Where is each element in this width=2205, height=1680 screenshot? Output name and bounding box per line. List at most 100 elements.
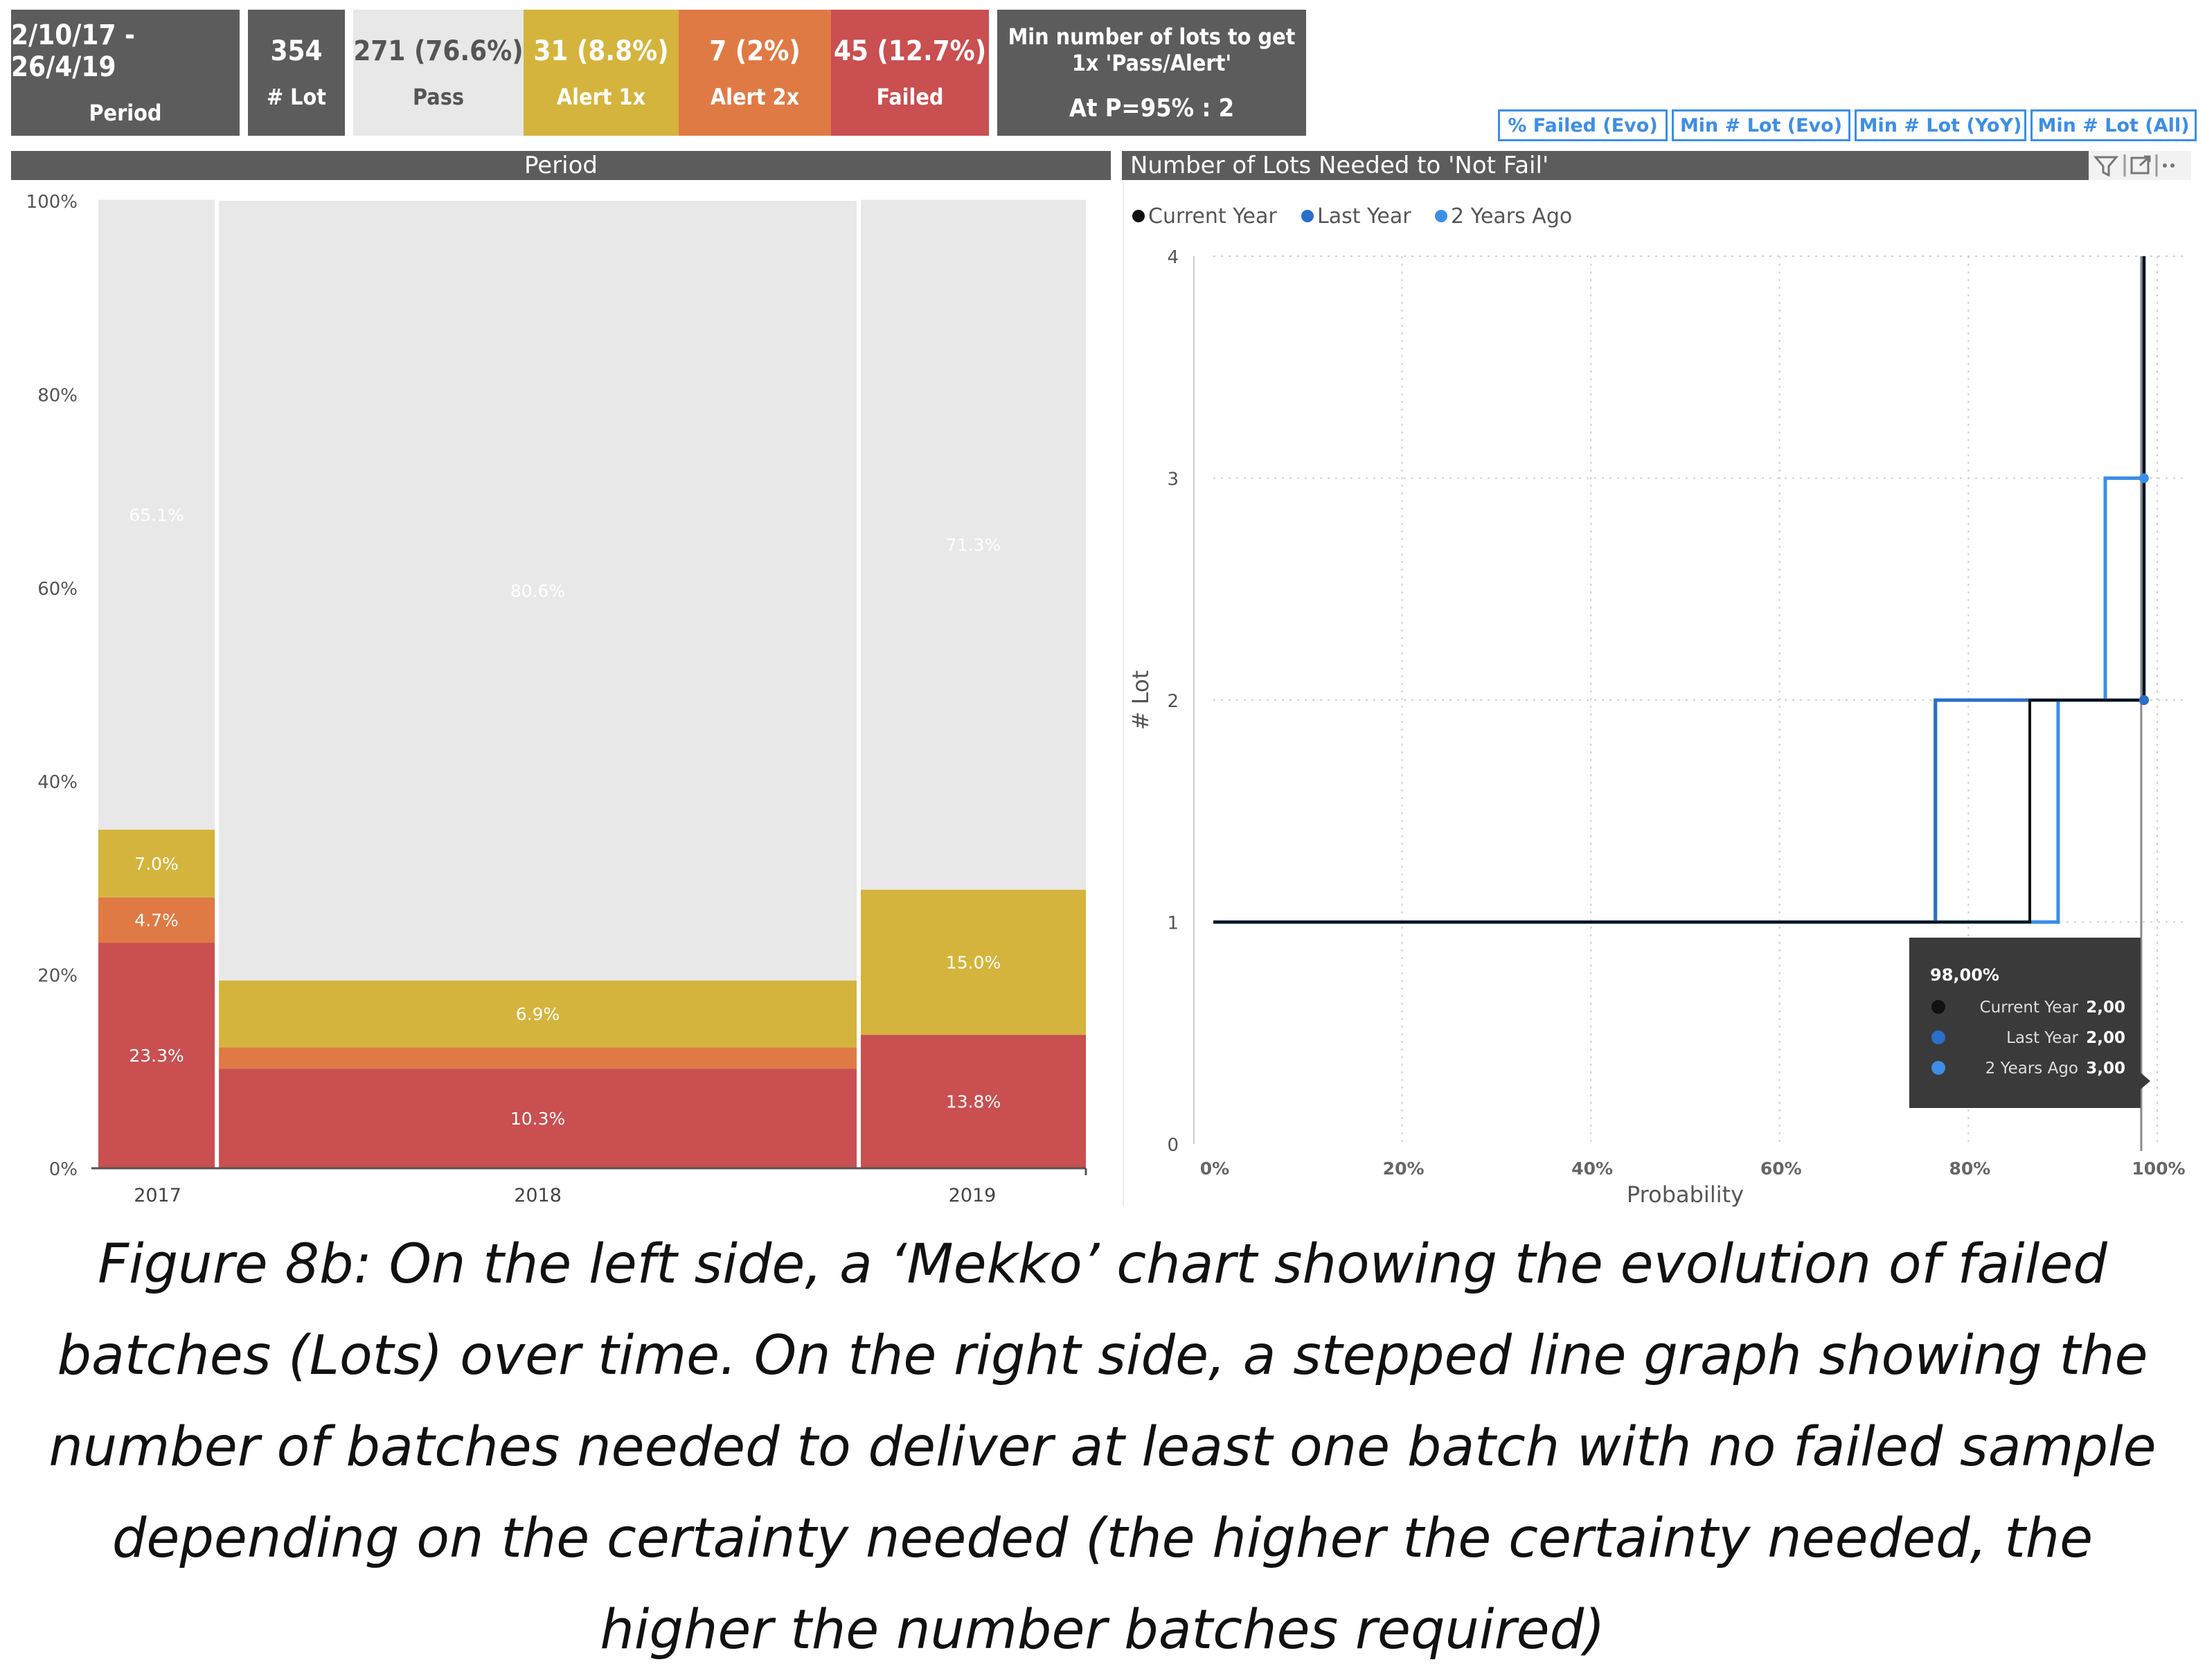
tooltip-marker (1931, 1030, 1945, 1044)
kpi-card-alert-2x: 7 (2%) Alert 2x (679, 10, 831, 136)
y-tick-label: 80% (37, 385, 78, 406)
y-tick-label: 0% (49, 1159, 78, 1180)
y-tick-label: 3 (1167, 470, 1179, 490)
legend-marker (1301, 210, 1314, 222)
y-tick-label: 60% (37, 579, 78, 600)
x-tick-label: 2017 (134, 1185, 181, 1206)
mekko-segment-2019-pass (861, 199, 1086, 890)
kpi-card-failed: 45 (12.7%) Failed (831, 10, 989, 136)
tab-failed-evo[interactable]: % Failed (Evo) (1498, 109, 1668, 141)
y-axis-title: # Lot (1127, 670, 1154, 730)
y-tick-label: 1 (1167, 913, 1179, 934)
kpi-value: 271 (76.6%) (353, 35, 524, 68)
x-axis-title: Probability (1627, 1181, 1744, 1208)
tooltip-value: 2,00 (2086, 999, 2125, 1017)
mekko-segment-2019-alert-1x (861, 889, 1086, 1035)
mekko-chart: 100% 80% 60% 40% 20% 0% 23.3% 4.7% 7.0% 65.1% 2017… (26, 192, 1087, 1206)
kpi-label: Alert 2x (710, 84, 800, 111)
left-chart-header-title: Period (524, 152, 598, 179)
kpi-value: 354 (270, 35, 323, 68)
mekko-segment-2018-alert-2x (219, 1047, 857, 1069)
mekko-segment-2018-pass (219, 201, 857, 981)
kpi-label: Failed (876, 84, 944, 111)
mekko-data-label: 71.3% (946, 535, 1001, 555)
series-line-current-year (1213, 256, 2145, 924)
left-chart-header: Period (11, 151, 1111, 180)
tooltip-series-name: Current Year (1980, 999, 2079, 1017)
mekko-data-label: 6.9% (516, 1004, 560, 1024)
filter-icon[interactable] (2093, 156, 2119, 177)
series-line-2-years-ago (1213, 256, 2146, 924)
more-options-icon[interactable] (2163, 163, 2175, 168)
tooltip-value: 2,00 (2086, 1029, 2125, 1047)
mekko-data-label: 13.8% (946, 1092, 1001, 1112)
mekko-segment-2017-alert-2x (98, 897, 215, 943)
tooltip-marker (1931, 1000, 1945, 1014)
figure-caption: Figure 8b: On the left side, a ‘Mekko’ c… (48, 1233, 2157, 1661)
kpi-card-alert-1x: 31 (8.8%) Alert 1x (524, 10, 679, 136)
tooltip-marker (1931, 1061, 1945, 1075)
tooltip-series-name: 2 Years Ago (1985, 1060, 2078, 1078)
tooltip-box (1909, 938, 2141, 1108)
kpi-label: Pass (413, 84, 464, 111)
mekko-data-label: 80.6% (510, 581, 565, 601)
x-tick-label: 2019 (949, 1185, 997, 1206)
kpi-card-period: 2/10/17 - 26/4/19 Period (11, 10, 240, 136)
x-tick-label: 20% (1383, 1159, 1425, 1179)
series-line-last-year (1213, 256, 2146, 924)
tab-min-lot-yoy[interactable]: Min # Lot (YoY) (1855, 109, 2026, 141)
min-lots-line2: 1x 'Pass/Alert' (1071, 50, 1232, 77)
tooltip-title: 98,00% (1930, 965, 1999, 985)
kpi-card--lot: 354 # Lot (248, 10, 345, 136)
tooltip-pointer (2141, 1073, 2150, 1089)
right-chart-header: Number of Lots Needed to 'Not Fail' (1122, 151, 2089, 180)
x-tick-label: 100% (2132, 1159, 2185, 1179)
mekko-data-label: 65.1% (129, 505, 184, 525)
mekko-data-label: 7.0% (134, 854, 179, 874)
kpi-label: Alert 1x (556, 84, 646, 111)
tab-min-lot-all[interactable]: Min # Lot (All) (2030, 109, 2197, 141)
focus-mode-icon[interactable] (2130, 155, 2151, 175)
x-tick-label: 60% (1760, 1159, 1802, 1179)
tooltip-value: 3,00 (2086, 1060, 2125, 1078)
legend-marker (1435, 210, 1447, 222)
y-tick-label: 0 (1167, 1135, 1179, 1156)
mekko-segment-2017-failed (98, 942, 215, 1168)
x-tick-label: 40% (1571, 1159, 1613, 1179)
kpi-label: # Lot (266, 84, 327, 111)
kpi-card-pass: 271 (76.6%) Pass (353, 10, 524, 136)
x-tick-label: 2018 (514, 1185, 562, 1206)
mekko-data-label: 23.3% (129, 1046, 184, 1066)
mekko-data-label: 15.0% (946, 952, 1001, 972)
y-tick-label: 40% (37, 772, 78, 793)
min-lots-value: At P=95% : 2 (1069, 93, 1235, 123)
legend-entry: Current Year (1148, 204, 1277, 229)
right-chart-header-title: Number of Lots Needed to 'Not Fail' (1130, 152, 1549, 179)
visual-header-icons (2089, 151, 2191, 180)
kpi-label: Period (89, 100, 162, 127)
y-tick-label: 4 (1167, 247, 1179, 268)
mekko-segment-2018-failed (219, 1069, 857, 1168)
min-lots-line1: Min number of lots to get (1008, 23, 1296, 50)
min-lots-card: Min number of lots to get 1x 'Pass/Alert… (997, 10, 1306, 136)
kpi-value: 7 (2%) (709, 35, 801, 68)
mekko-segment-2019-failed (861, 1035, 1086, 1168)
kpi-value: 31 (8.8%) (533, 35, 669, 68)
legend-marker (1132, 210, 1145, 222)
x-tick-label: 80% (1949, 1159, 1990, 1179)
mekko-segment-2017-alert-1x (98, 830, 215, 897)
mekko-data-label: 10.3% (510, 1109, 565, 1129)
tab-min-lot-evo[interactable]: Min # Lot (Evo) (1672, 109, 1850, 141)
mekko-segment-2018-alert-1x (219, 980, 857, 1048)
hover-marker (2139, 473, 2149, 483)
x-tick-label: 0% (1200, 1159, 1229, 1179)
legend-entry: 2 Years Ago (1451, 204, 1572, 229)
y-tick-label: 100% (26, 192, 78, 213)
kpi-value: 45 (12.7%) (833, 35, 987, 68)
mekko-segment-2017-pass (98, 199, 215, 830)
y-tick-label: 20% (37, 966, 78, 987)
y-tick-label: 2 (1167, 691, 1179, 712)
legend-entry: Last Year (1317, 204, 1411, 229)
hover-marker (2139, 695, 2149, 705)
